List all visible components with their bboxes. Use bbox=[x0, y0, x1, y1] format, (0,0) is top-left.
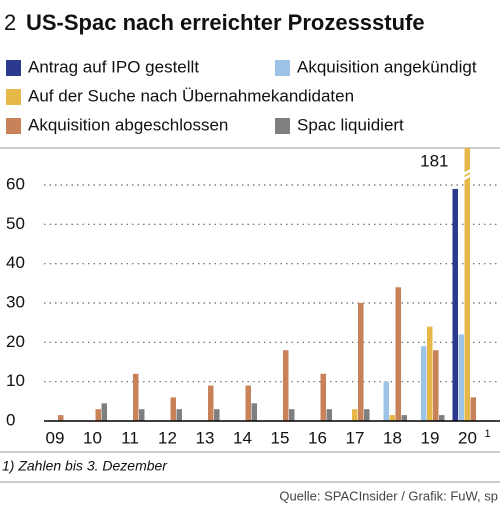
x-tick-label: 18 bbox=[383, 428, 402, 447]
note: 1) Zahlen bis 3. Dezember bbox=[2, 458, 168, 474]
chart-title: US-Spac nach erreichter Prozessstufe bbox=[26, 10, 425, 35]
x-tick-label: 10 bbox=[83, 428, 102, 447]
y-tick-label: 30 bbox=[6, 292, 25, 311]
bar bbox=[401, 415, 407, 421]
bar bbox=[433, 350, 439, 421]
y-tick-label: 10 bbox=[6, 371, 25, 390]
legend-swatch bbox=[6, 60, 21, 76]
y-tick-label: 60 bbox=[6, 174, 25, 193]
y-tick-label: 40 bbox=[6, 253, 25, 272]
x-tick-label: 17 bbox=[346, 428, 365, 447]
legend-label: Akquisition abgeschlossen bbox=[28, 115, 228, 134]
footnote-marker: 1 bbox=[485, 428, 491, 440]
y-tick-label: 50 bbox=[6, 214, 25, 233]
bar bbox=[139, 409, 145, 421]
bar bbox=[58, 415, 64, 421]
figure-number: 2 bbox=[4, 10, 16, 35]
legend-swatch bbox=[275, 118, 290, 134]
x-tick-label: 12 bbox=[158, 428, 177, 447]
bar bbox=[470, 397, 476, 421]
x-tick-label: 14 bbox=[233, 428, 252, 447]
bar bbox=[251, 403, 257, 421]
legend-swatch bbox=[6, 118, 21, 134]
bar bbox=[101, 403, 107, 421]
bar bbox=[214, 409, 220, 421]
bar bbox=[289, 409, 295, 421]
bar bbox=[395, 287, 401, 421]
legend-label: Antrag auf IPO gestellt bbox=[28, 57, 199, 76]
bar bbox=[208, 385, 214, 421]
bar bbox=[421, 346, 427, 421]
bar bbox=[283, 350, 289, 421]
x-tick-label: 20 bbox=[458, 428, 477, 447]
bar bbox=[464, 148, 470, 421]
bar bbox=[427, 326, 433, 421]
bar bbox=[326, 409, 332, 421]
x-tick-label: 15 bbox=[271, 428, 290, 447]
bar bbox=[95, 409, 101, 421]
bar bbox=[452, 188, 458, 421]
legend-label: Akquisition angekündigt bbox=[297, 57, 477, 76]
source: Quelle: SPACInsider / Grafik: FuW, sp bbox=[279, 488, 498, 503]
axis-break bbox=[459, 166, 476, 183]
legend-label: Spac liquidiert bbox=[297, 115, 404, 134]
bar bbox=[133, 373, 139, 421]
y-tick-label: 0 bbox=[6, 410, 15, 429]
bar bbox=[364, 409, 370, 421]
bar bbox=[383, 381, 389, 421]
value-label: 181 bbox=[420, 151, 448, 170]
x-tick-label: 09 bbox=[46, 428, 65, 447]
x-tick-label: 16 bbox=[308, 428, 327, 447]
bar bbox=[458, 334, 464, 421]
bar bbox=[352, 409, 358, 421]
bar bbox=[389, 415, 395, 421]
bar bbox=[170, 397, 176, 421]
bar bbox=[245, 385, 251, 421]
y-tick-label: 20 bbox=[6, 332, 25, 351]
legend-label: Auf der Suche nach Übernahmekandidaten bbox=[28, 86, 354, 105]
x-tick-label: 11 bbox=[121, 428, 139, 447]
bar bbox=[358, 303, 364, 421]
legend-swatch bbox=[6, 89, 21, 105]
x-tick-label: 19 bbox=[421, 428, 440, 447]
bar bbox=[439, 415, 445, 421]
x-tick-label: 13 bbox=[196, 428, 215, 447]
bar bbox=[320, 373, 326, 421]
bar bbox=[176, 409, 182, 421]
legend-swatch bbox=[275, 60, 290, 76]
